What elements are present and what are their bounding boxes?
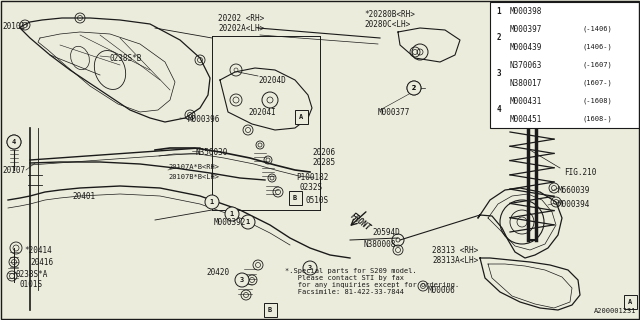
Circle shape [235,273,249,287]
Text: 20401: 20401 [72,192,95,201]
Text: (1406-): (1406-) [582,44,612,50]
Text: A200001231: A200001231 [593,308,636,314]
Text: A: A [628,299,632,305]
Text: 20101: 20101 [2,22,25,31]
Text: M00006: M00006 [428,286,456,295]
Text: (1608-): (1608-) [582,116,612,122]
Text: 1: 1 [246,219,250,225]
Circle shape [407,81,421,95]
Text: 1: 1 [210,199,214,205]
Text: 0238S*A: 0238S*A [16,270,49,279]
Text: M000451: M000451 [510,115,542,124]
Text: N380008: N380008 [364,240,396,249]
Circle shape [225,207,239,221]
Text: 1: 1 [497,6,501,15]
Text: A: A [299,114,303,120]
Text: M000392: M000392 [214,218,246,227]
Text: 28313 <RH>: 28313 <RH> [432,246,478,255]
Bar [264,303,277,317]
Text: 20204I: 20204I [248,108,276,117]
Circle shape [7,135,21,149]
Text: M000398: M000398 [510,6,542,15]
Text: 4: 4 [12,139,16,145]
Text: B: B [268,307,272,313]
Bar [490,2,640,128]
Circle shape [303,261,317,275]
Text: 20280C<LH>: 20280C<LH> [364,20,410,29]
Text: 20416: 20416 [30,258,53,267]
Circle shape [205,195,219,209]
Text: N350030: N350030 [196,148,228,157]
Bar [295,110,308,124]
Text: P100182: P100182 [296,173,328,182]
Text: FIG.210: FIG.210 [564,168,596,177]
Text: 1: 1 [230,211,234,217]
Text: M000439: M000439 [510,43,542,52]
Text: 2: 2 [497,34,501,43]
Text: 20285: 20285 [312,158,335,167]
Bar [289,191,302,205]
Text: 20594D: 20594D [372,228,400,237]
Text: B: B [293,195,297,201]
Bar [624,295,637,309]
Text: 3: 3 [308,265,312,271]
Text: 20204D: 20204D [258,76,285,85]
Text: 4: 4 [497,106,501,115]
Text: M000396: M000396 [188,115,220,124]
Text: 20107A*B<RH>: 20107A*B<RH> [168,164,219,170]
Text: (-1406): (-1406) [582,26,612,32]
Text: 2: 2 [412,85,416,91]
Text: 3: 3 [240,277,244,283]
Text: *20280B<RH>: *20280B<RH> [364,10,415,19]
Text: *20414: *20414 [24,246,52,255]
Text: FRONT: FRONT [348,211,372,233]
Text: *.Special parts for S209 model.
   Please contact STI by fax
   for any inquirie: *.Special parts for S209 model. Please c… [285,268,460,295]
Text: 20202 <RH>: 20202 <RH> [218,14,264,23]
Text: M000431: M000431 [510,97,542,106]
Text: 20107: 20107 [2,166,25,175]
Text: (1607-): (1607-) [582,80,612,86]
Text: 20206: 20206 [312,148,335,157]
Text: 2: 2 [412,85,416,91]
Text: M000394: M000394 [558,200,590,209]
Text: M000397: M000397 [510,25,542,34]
Text: 28313A<LH>: 28313A<LH> [432,256,478,265]
Text: M000377: M000377 [378,108,410,117]
Text: (-1608): (-1608) [582,98,612,104]
Text: (-1607): (-1607) [582,62,612,68]
Text: N380017: N380017 [510,78,542,87]
Text: M660039: M660039 [558,186,590,195]
Circle shape [241,215,255,229]
Text: 20107B*B<LH>: 20107B*B<LH> [168,174,219,180]
Text: 0510S: 0510S [306,196,329,205]
Text: 20202A<LH>: 20202A<LH> [218,24,264,33]
Text: 20420: 20420 [206,268,229,277]
Text: 0232S: 0232S [300,183,323,192]
Text: 0101S: 0101S [20,280,43,289]
Text: N370063: N370063 [510,60,542,69]
Text: 0238S*B: 0238S*B [110,54,142,63]
Text: 3: 3 [497,69,501,78]
